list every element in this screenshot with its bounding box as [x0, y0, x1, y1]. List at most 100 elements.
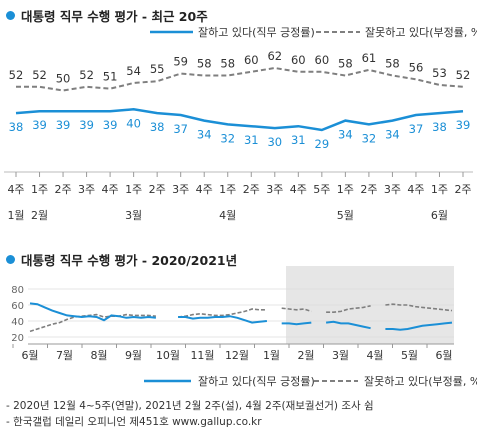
x-tick-label: 1월: [263, 349, 280, 362]
disapprove-data-label: 61: [362, 51, 377, 65]
approve-data-label: 38: [150, 120, 165, 134]
panel2-title: 대통령 직무 수행 평가 - 2020/2021년: [6, 250, 237, 269]
approve-data-label: 39: [32, 118, 47, 132]
month-label: 6월: [431, 209, 448, 222]
approve-data-label: 38: [432, 120, 447, 134]
month-label: 2월: [31, 209, 48, 222]
disapprove-data-label: 60: [291, 53, 306, 67]
x-tick-label: 4주: [102, 183, 119, 196]
disapprove-data-label: 56: [409, 60, 424, 74]
disapprove-data-label: 52: [456, 68, 471, 82]
disapprove-data-label: 54: [126, 64, 141, 78]
approve-data-label: 40: [126, 116, 141, 130]
approve-series-line: [29, 302, 453, 331]
x-tick-label: 12월: [225, 349, 249, 362]
approve-data-label: 37: [173, 122, 188, 136]
x-tick-label: 11월: [190, 349, 214, 362]
disapprove-data-label: 52: [79, 68, 94, 82]
month-label: 4월: [219, 209, 236, 222]
disapprove-data-label: 53: [432, 66, 447, 80]
approve-data-label: 38: [9, 120, 24, 134]
x-tick-label: 8월: [90, 349, 107, 362]
x-tick-label: 2주: [360, 183, 377, 196]
disapprove-data-label: 58: [197, 57, 212, 71]
disapprove-data-label: 58: [220, 57, 235, 71]
y-tick-label: 60: [11, 301, 24, 312]
disapprove-series-line: [16, 66, 464, 92]
footnote-1: - 2020년 12월 4~5주(연말), 2021년 2월 2주(설), 4월…: [6, 400, 374, 412]
disapprove-data-label: 58: [338, 57, 353, 71]
disapprove-data-label: 50: [56, 72, 71, 86]
approve-data-label: 39: [456, 118, 471, 132]
x-tick-label: 4주: [290, 183, 307, 196]
x-tick-label: 4주: [7, 183, 24, 196]
y-tick-label: 80: [11, 285, 24, 296]
x-tick-label: 5주: [313, 183, 330, 196]
approve-series-line: [15, 108, 464, 132]
chart2-plot: 20 40 60 80 6월 7월 8월 9월 10월 11월 12월 1월 2월 3월 4월 5월 6월: [11, 266, 454, 362]
legend-approve-label: 잘하고 있다(직무 긍정률): [198, 374, 315, 388]
approve-data-label: 39: [103, 118, 118, 132]
x-tick-label: 7월: [56, 349, 73, 362]
x-tick-label: 5월: [401, 349, 418, 362]
x-tick-label: 4월: [366, 349, 383, 362]
x-tick-label: 2주: [149, 183, 166, 196]
disapprove-data-label: 51: [103, 70, 118, 84]
x-tick-label: 3주: [78, 183, 95, 196]
month-label: 1월: [7, 209, 24, 222]
legend-disapprove-label: 잘못하고 있다(부정률, %): [364, 374, 477, 388]
legend-approve-label: 잘하고 있다(직무 긍정률): [198, 25, 315, 39]
y-tick-label: 40: [11, 317, 24, 328]
approve-data-label: 34: [197, 128, 212, 142]
x-tick-label: 2월: [297, 349, 314, 362]
chart1-legend: 잘하고 있다(직무 긍정률) 잘못하고 있다(부정률, %): [150, 25, 477, 39]
month-label: 5월: [337, 209, 354, 222]
x-tick-label: 1주: [31, 183, 48, 196]
chart2-legend: 잘하고 있다(직무 긍정률) 잘못하고 있다(부정률, %): [144, 374, 477, 388]
approve-data-label: 31: [291, 133, 306, 147]
disapprove-data-label: 60: [244, 53, 259, 67]
approve-data-label: 31: [244, 133, 259, 147]
x-tick-label: 10월: [156, 349, 180, 362]
yearly-2020-2021-chart: 20 40 60 80 6월 7월 8월 9월 10월 11월 12월 1월 2월 3월 4월 5월 6월 잘하…: [11, 266, 477, 388]
x-tick-label: 6월: [435, 349, 452, 362]
disapprove-data-label: 55: [150, 62, 165, 76]
x-tick-label: 3주: [266, 183, 283, 196]
disapprove-series-line: [29, 303, 453, 333]
y-tick-label: 20: [11, 333, 24, 344]
footnote-2: - 한국갤럽 데일리 오피니언 제451호 www.gallup.co.kr: [6, 416, 262, 428]
approve-data-label: 32: [220, 131, 235, 145]
bullet-icon: [6, 11, 15, 20]
disapprove-data-label: 59: [173, 55, 188, 69]
x-tick-label: 4주: [196, 183, 213, 196]
approve-data-label: 29: [315, 137, 330, 151]
x-tick-label: 1주: [125, 183, 142, 196]
x-tick-label: 2주: [454, 183, 471, 196]
approve-data-label: 39: [56, 118, 71, 132]
x-tick-label: 1주: [219, 183, 236, 196]
disapprove-data-label: 58: [385, 57, 400, 71]
x-tick-label: 3월: [332, 349, 349, 362]
disapprove-data-label: 52: [9, 68, 24, 82]
approve-data-label: 34: [338, 128, 353, 142]
approve-data-label: 32: [362, 131, 377, 145]
panel1-title: 대통령 직무 수행 평가 - 최근 20주: [6, 6, 208, 25]
disapprove-data-label: 62: [267, 49, 282, 63]
approve-data-label: 39: [79, 118, 94, 132]
x-tick-label: 3주: [384, 183, 401, 196]
panel2-title-text: 대통령 직무 수행 평가 - 2020/2021년: [21, 253, 238, 268]
recent-20-weeks-chart: 잘하고 있다(직무 긍정률) 잘못하고 있다(부정률, %) 52 52 50 52 51…: [4, 25, 477, 222]
disapprove-data-label: 52: [32, 68, 47, 82]
legend-disapprove-label: 잘못하고 있다(부정률, %): [365, 25, 477, 39]
panel1-title-text: 대통령 직무 수행 평가 - 최근 20주: [21, 9, 208, 24]
bullet-icon: [6, 255, 15, 264]
x-tick-label: 2주: [54, 183, 71, 196]
disapprove-data-label: 60: [315, 53, 330, 67]
x-tick-label: 6월: [21, 349, 38, 362]
x-tick-label: 1주: [337, 183, 354, 196]
approve-data-label: 37: [409, 122, 424, 136]
approve-data-label: 30: [267, 135, 282, 149]
x-tick-label: 2주: [243, 183, 260, 196]
chart1-x-axis: 4주 1주 2주 3주 4주 1주 2주 3주 4주 1주 2주 3주 4주 5주 1주 2주 3주 4주 1주 2주…: [4, 171, 473, 222]
month-label: 3월: [125, 209, 142, 222]
